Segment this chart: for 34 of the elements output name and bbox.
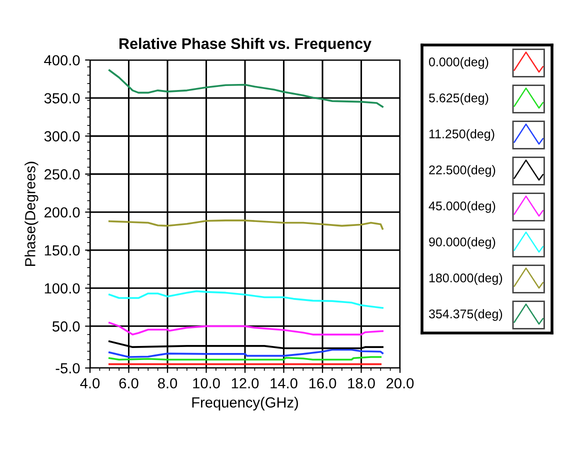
legend-label: 90.000(deg) xyxy=(429,237,496,249)
y-tick-label: 300.0 xyxy=(44,131,80,142)
y-tick-label: -5.0 xyxy=(56,363,80,374)
x-tick-label: 16.0 xyxy=(309,378,336,388)
line-series xyxy=(108,322,384,336)
legend-label: 0.000(deg) xyxy=(428,57,488,69)
chart-title: Relative Phase Shift vs. Frequency xyxy=(120,38,372,52)
legend-label: 5.625(deg) xyxy=(429,93,488,105)
legend-label: 354.375(deg) xyxy=(428,309,502,321)
x-tick-label: 12.0 xyxy=(232,378,259,388)
line-series xyxy=(108,69,384,108)
y-tick-label: 200.0 xyxy=(44,207,80,218)
x-tick-label: 14.0 xyxy=(270,378,298,388)
x-tick-label: 4.0 xyxy=(80,378,100,388)
line-series xyxy=(108,290,384,309)
x-axis-title: Frequency(GHz) xyxy=(192,396,298,410)
y-axis-title: Phase(Degrees) xyxy=(24,162,38,266)
x-tick-label: 6.0 xyxy=(119,378,138,388)
line-series xyxy=(108,220,384,230)
y-tick-label: 150.0 xyxy=(44,245,80,256)
y-tick-label: 100.0 xyxy=(44,283,80,294)
x-tick-label: 8.0 xyxy=(158,378,178,388)
line-series xyxy=(108,348,384,358)
legend-label: 11.250(deg) xyxy=(429,129,494,141)
legend-label: 180.000(deg) xyxy=(429,273,502,285)
y-tick-label: 50.0 xyxy=(52,321,80,332)
x-tick-label: 10.0 xyxy=(193,378,220,388)
x-tick-label: 18.0 xyxy=(348,378,375,388)
y-tick-label: 350.0 xyxy=(44,93,80,104)
x-tick-label: 20.0 xyxy=(386,378,414,388)
y-tick-label: 250.0 xyxy=(44,169,80,180)
y-tick-label: 400.0 xyxy=(44,55,80,66)
legend-label: 45.000(deg) xyxy=(428,201,496,213)
legend-label: 22.500(deg) xyxy=(429,165,496,177)
